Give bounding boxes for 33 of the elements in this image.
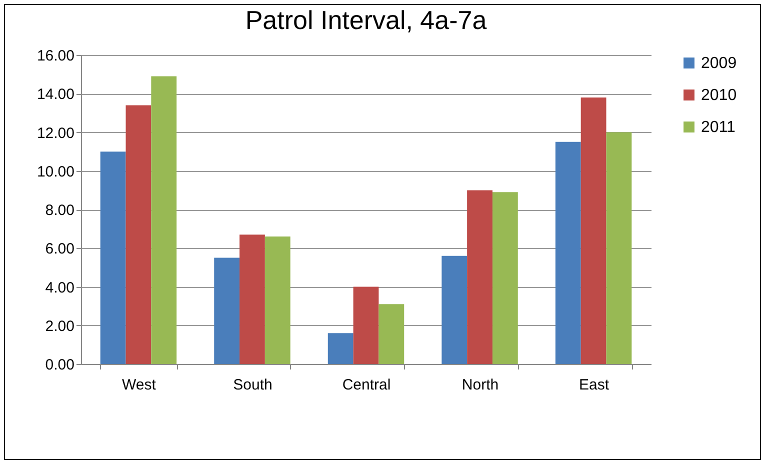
x-tick-label: Central (342, 376, 391, 394)
y-tick-label: 8.00 (45, 202, 74, 219)
x-tick-label: East (579, 376, 610, 394)
legend-label: 2009 (701, 55, 737, 72)
bar (378, 304, 404, 364)
bar (492, 192, 518, 364)
bar (264, 236, 290, 364)
y-tick-label: 16.00 (36, 48, 74, 64)
legend-label: 2010 (701, 87, 737, 104)
legend-label: 2011 (701, 119, 736, 136)
y-tick-label: 0.00 (45, 356, 74, 374)
bar (580, 97, 606, 364)
y-tick-label: 14.00 (36, 86, 74, 104)
x-tick-label: West (122, 376, 157, 394)
bar (126, 105, 152, 364)
bar (606, 132, 632, 364)
y-tick-label: 2.00 (45, 318, 74, 335)
x-tick-label: North (462, 376, 499, 394)
y-tick-label: 10.00 (36, 163, 74, 180)
bar (353, 286, 379, 364)
bar (214, 258, 240, 364)
bar (442, 256, 468, 364)
y-tick-label: 12.00 (36, 124, 74, 142)
bar (467, 190, 492, 364)
bar (151, 76, 177, 364)
y-tick-label: 4.00 (45, 279, 74, 296)
bar (240, 234, 265, 364)
bar (328, 333, 354, 364)
bar (555, 142, 581, 364)
x-tick-label: South (233, 376, 272, 394)
bar (100, 152, 126, 364)
chart-title: Patrol Interval, 4a-7a (245, 5, 488, 35)
y-tick-label: 6.00 (45, 240, 74, 258)
